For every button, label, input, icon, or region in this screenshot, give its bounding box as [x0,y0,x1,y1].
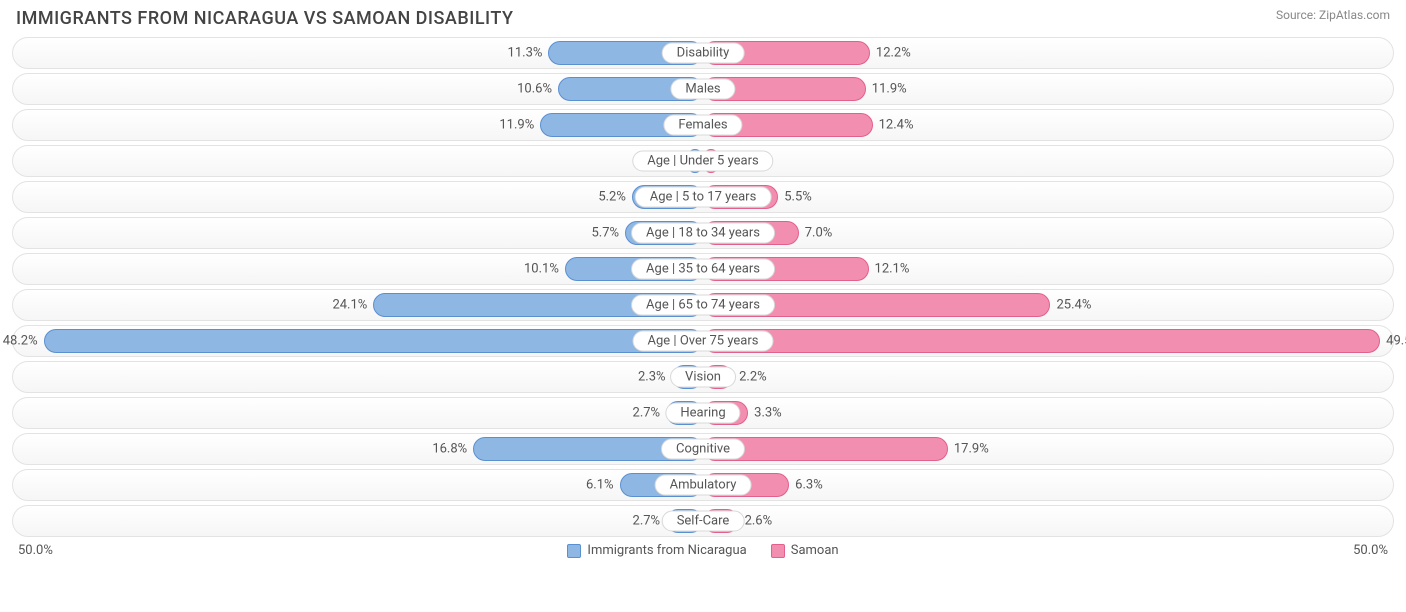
category-label: Age | 65 to 74 years [631,295,775,316]
value-right: 12.4% [879,118,914,133]
chart-row: 10.6% 11.9% Males [12,73,1394,105]
value-right: 12.2% [876,46,911,61]
value-left: 10.1% [524,262,559,277]
bar-left [44,329,703,353]
header: IMMIGRANTS FROM NICARAGUA VS SAMOAN DISA… [0,0,1406,33]
legend-item: Samoan [771,543,839,558]
chart-row: 24.1% 25.4% Age | 65 to 74 years [12,289,1394,321]
source-attribution: Source: ZipAtlas.com [1276,8,1390,22]
value-left: 48.2% [3,334,38,349]
value-right: 6.3% [795,478,823,493]
bar-right [703,329,1380,353]
value-left: 10.6% [517,82,552,97]
value-right: 17.9% [954,442,989,457]
category-label: Ambulatory [655,475,752,496]
value-left: 24.1% [332,298,367,313]
chart-row: 48.2%49.5%Age | Over 75 years [12,325,1394,357]
chart-row: 2.7% 2.6%Self-Care [12,505,1394,537]
chart-row: 5.2% 5.5% Age | 5 to 17 years [12,181,1394,213]
chart-area: 11.3% 12.2% Disability 10.6% 11.9% Males 11.9%… [0,33,1406,537]
value-left: 2.7% [633,406,661,421]
legend-item: Immigrants from Nicaragua [567,543,746,558]
value-left: 11.9% [499,118,534,133]
axis-max-left: 50.0% [18,543,53,558]
legend-label: Immigrants from Nicaragua [587,543,746,558]
value-left: 11.3% [508,46,543,61]
value-right: 12.1% [875,262,910,277]
chart-row: 1.2%1.2%Age | Under 5 years [12,145,1394,177]
chart-row: 2.3% 2.2%Vision [12,361,1394,393]
value-right: 25.4% [1056,298,1091,313]
value-left: 2.3% [638,370,666,385]
category-label: Age | Over 75 years [633,331,774,352]
chart-row: 10.1% 12.1% Age | 35 to 64 years [12,253,1394,285]
value-left: 2.7% [633,514,661,529]
chart-row: 11.9% 12.4% Females [12,109,1394,141]
value-right: 49.5% [1386,334,1406,349]
legend-label: Samoan [791,543,839,558]
category-label: Vision [670,367,736,388]
value-left: 6.1% [586,478,614,493]
chart-row: 11.3% 12.2% Disability [12,37,1394,69]
category-label: Self-Care [662,511,745,532]
category-label: Age | 35 to 64 years [631,259,775,280]
value-right: 7.0% [805,226,833,241]
chart-row: 16.8% 17.9% Cognitive [12,433,1394,465]
legend-swatch [771,544,785,558]
category-label: Disability [662,43,745,64]
category-label: Cognitive [661,439,745,460]
category-label: Age | Under 5 years [632,151,773,172]
chart-row: 2.7% 3.3% Hearing [12,397,1394,429]
value-left: 16.8% [432,442,467,457]
legend-swatch [567,544,581,558]
category-label: Age | 18 to 34 years [631,223,775,244]
chart-title: IMMIGRANTS FROM NICARAGUA VS SAMOAN DISA… [16,8,514,29]
value-right: 2.6% [745,514,773,529]
value-left: 5.2% [598,190,626,205]
category-label: Females [663,115,742,136]
legend: Immigrants from Nicaragua Samoan [53,543,1353,558]
value-right: 2.2% [739,370,767,385]
chart-row: 6.1% 6.3% Ambulatory [12,469,1394,501]
value-right: 5.5% [784,190,812,205]
category-label: Age | 5 to 17 years [635,187,772,208]
footer: 50.0% Immigrants from Nicaragua Samoan 50… [0,541,1406,558]
value-right: 11.9% [872,82,907,97]
value-left: 5.7% [591,226,619,241]
value-right: 3.3% [754,406,782,421]
chart-row: 5.7% 7.0% Age | 18 to 34 years [12,217,1394,249]
axis-max-right: 50.0% [1353,543,1388,558]
category-label: Hearing [665,403,740,424]
category-label: Males [670,79,735,100]
